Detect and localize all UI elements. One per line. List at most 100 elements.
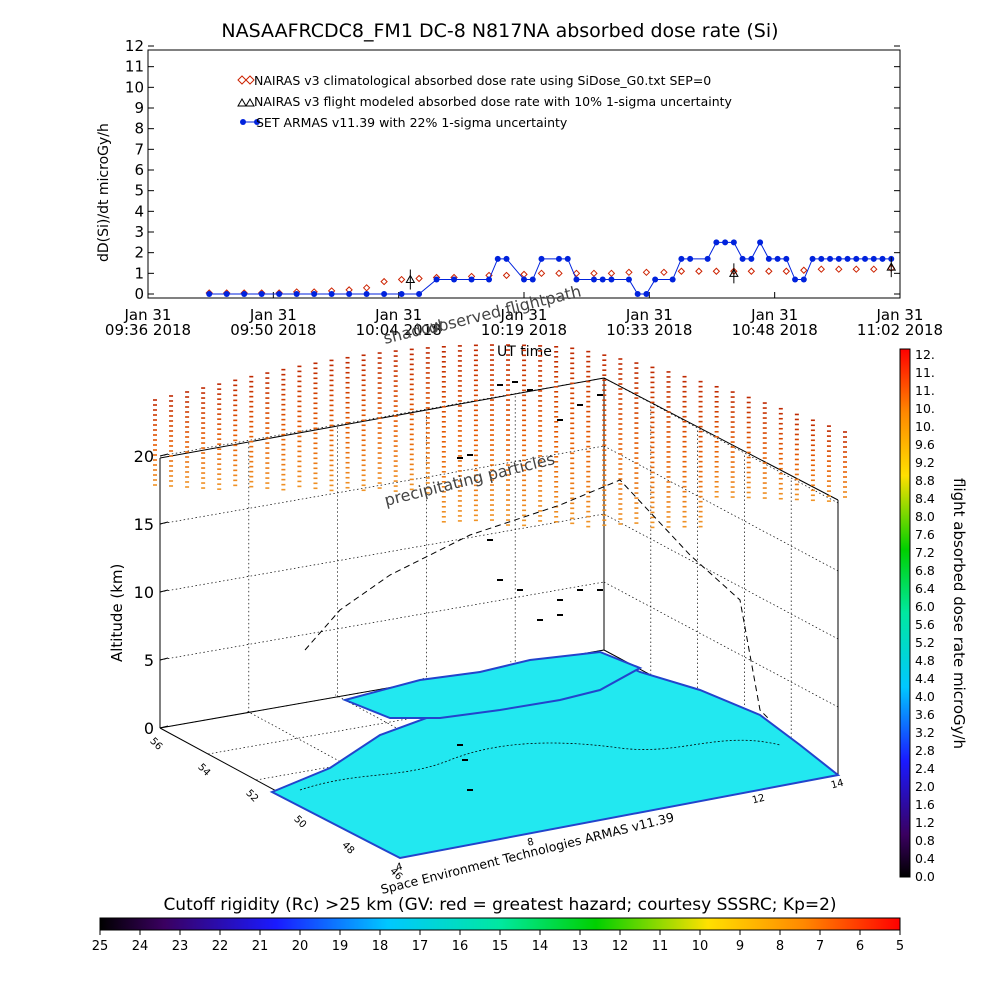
top-x-tick-date: Jan 31 bbox=[750, 306, 798, 324]
right-colorbar-tick-label: 1.6 bbox=[915, 797, 935, 812]
climatological-point bbox=[730, 267, 738, 275]
bottom-colorbar-tick-label: 13 bbox=[572, 939, 589, 954]
grid-z-back-right bbox=[603, 581, 839, 708]
climatological-point bbox=[782, 267, 791, 275]
armas-point bbox=[669, 276, 676, 283]
shadow-path bbox=[304, 479, 771, 721]
armas-point bbox=[241, 291, 248, 297]
top-y-tick-label: 3 bbox=[134, 223, 144, 241]
armas-point bbox=[739, 255, 746, 262]
bottom-colorbar-tick-label: 8 bbox=[776, 939, 784, 954]
bottom-colorbar-tick-label: 5 bbox=[896, 939, 904, 954]
bottom-colorbar-tick-label: 19 bbox=[332, 939, 349, 954]
box-top-left bbox=[159, 377, 605, 459]
grid-z-back-left bbox=[159, 377, 605, 457]
top-y-tick-label: 9 bbox=[134, 99, 144, 117]
armas-point bbox=[678, 255, 685, 262]
climatological-point bbox=[362, 284, 371, 292]
right-colorbar-tick-label: 12. bbox=[915, 347, 935, 362]
altitude-tick-label: 20 bbox=[134, 447, 154, 466]
legend-label-climatological: NAIRAS v3 climatological absorbed dose r… bbox=[254, 73, 711, 88]
top-x-tick-date: Jan 31 bbox=[124, 306, 172, 324]
climatological-point bbox=[625, 268, 633, 277]
flight-track bbox=[457, 381, 603, 791]
longitude-tick-label: 14 bbox=[830, 778, 845, 792]
armas-point bbox=[704, 255, 711, 262]
latitude-tick-label: 48 bbox=[339, 840, 356, 857]
bottom-colorbar-tick-label: 21 bbox=[252, 939, 269, 954]
climatological-point bbox=[695, 267, 703, 275]
bottom-colorbar-tick-label: 11 bbox=[652, 939, 669, 954]
latitude-tick-label: 56 bbox=[147, 736, 164, 753]
grid-z-back-right bbox=[603, 445, 839, 572]
bottom-colorbar-tick-label: 22 bbox=[212, 939, 229, 954]
climatological-point bbox=[415, 274, 423, 283]
top-y-tick-label: 12 bbox=[125, 37, 144, 55]
armas-point bbox=[381, 291, 388, 297]
legend-marker-climatological bbox=[237, 75, 255, 85]
box-top-right bbox=[603, 377, 839, 501]
right-colorbar-tick-label: 7.2 bbox=[915, 545, 935, 560]
flight-model-point bbox=[728, 268, 739, 277]
bottom-colorbar-tick-label: 7 bbox=[816, 939, 824, 954]
right-colorbar-tick-label: 11. bbox=[915, 365, 935, 380]
grid-z-back-left bbox=[159, 445, 605, 525]
climatological-point bbox=[817, 265, 826, 273]
top-y-tick-label: 2 bbox=[134, 244, 144, 262]
bottom-colorbar-tick-label: 24 bbox=[132, 939, 149, 954]
armas-point bbox=[722, 239, 729, 246]
top-y-tick-label: 0 bbox=[134, 285, 144, 303]
armas-point bbox=[416, 291, 423, 297]
right-colorbar-tick-label: 10. bbox=[915, 419, 935, 434]
altitude-tick bbox=[159, 657, 169, 661]
top-y-tick-label: 7 bbox=[134, 140, 144, 158]
armas-point bbox=[451, 276, 458, 283]
armas-point bbox=[827, 255, 834, 262]
flight-model-point bbox=[405, 274, 416, 284]
top-x-tick-time: 09:36 2018 bbox=[105, 321, 191, 339]
armas-point bbox=[862, 255, 869, 262]
right-colorbar-tick-label: 2.0 bbox=[915, 779, 935, 794]
right-colorbar-tick-label: 4.4 bbox=[915, 671, 935, 686]
top-x-tick-time: 10:48 2018 bbox=[732, 321, 818, 339]
armas-point bbox=[634, 291, 641, 297]
armas-point bbox=[608, 276, 615, 283]
grid-z-back-right bbox=[603, 513, 839, 640]
top-x-tick-time: 10:04 2018 bbox=[356, 321, 442, 339]
top-y-tick-label: 1 bbox=[134, 264, 144, 282]
top-x-tick-date: Jan 31 bbox=[500, 306, 548, 324]
altitude-tick-label: 0 bbox=[144, 719, 154, 738]
altitude-tick-label: 15 bbox=[134, 515, 154, 534]
top-x-tick-date: Jan 31 bbox=[625, 306, 673, 324]
armas-point bbox=[774, 255, 781, 262]
right-colorbar-tick-label: 8.0 bbox=[915, 509, 935, 524]
top-x-tick-time: 09:50 2018 bbox=[230, 321, 316, 339]
right-colorbar-tick-label: 5.2 bbox=[915, 635, 935, 650]
climatological-point bbox=[537, 269, 546, 278]
climatological-point bbox=[852, 265, 860, 273]
bottom-colorbar-tick-label: 9 bbox=[736, 939, 744, 954]
armas-point bbox=[564, 255, 571, 262]
longitude-tick-label: 4 bbox=[395, 861, 404, 873]
right-colorbar-tick-label: 9.6 bbox=[915, 437, 935, 452]
latitude-tick-label: 54 bbox=[195, 762, 212, 779]
climatological-point bbox=[870, 265, 878, 273]
armas-point bbox=[590, 276, 597, 283]
right-colorbar-tick-label: 3.2 bbox=[915, 725, 935, 740]
top-y-tick-label: 6 bbox=[134, 161, 144, 179]
armas-point bbox=[792, 276, 799, 283]
armas-point bbox=[573, 276, 580, 283]
armas-point bbox=[223, 291, 230, 297]
climatological-point bbox=[800, 266, 808, 274]
top-x-tick-date: Jan 31 bbox=[249, 306, 297, 324]
right-colorbar-tick-label: 6.4 bbox=[915, 581, 935, 596]
right-colorbar-tick-label: 0.4 bbox=[915, 851, 935, 866]
right-colorbar-tick-label: 2.4 bbox=[915, 761, 935, 776]
legend-label-armas: SET ARMAS v11.39 with 22% 1-sigma uncert… bbox=[256, 115, 568, 130]
climatological-point bbox=[607, 269, 616, 278]
grid-z-back-left bbox=[159, 513, 605, 593]
armas-point bbox=[433, 276, 440, 283]
top-x-tick-time: 10:19 2018 bbox=[481, 321, 567, 339]
